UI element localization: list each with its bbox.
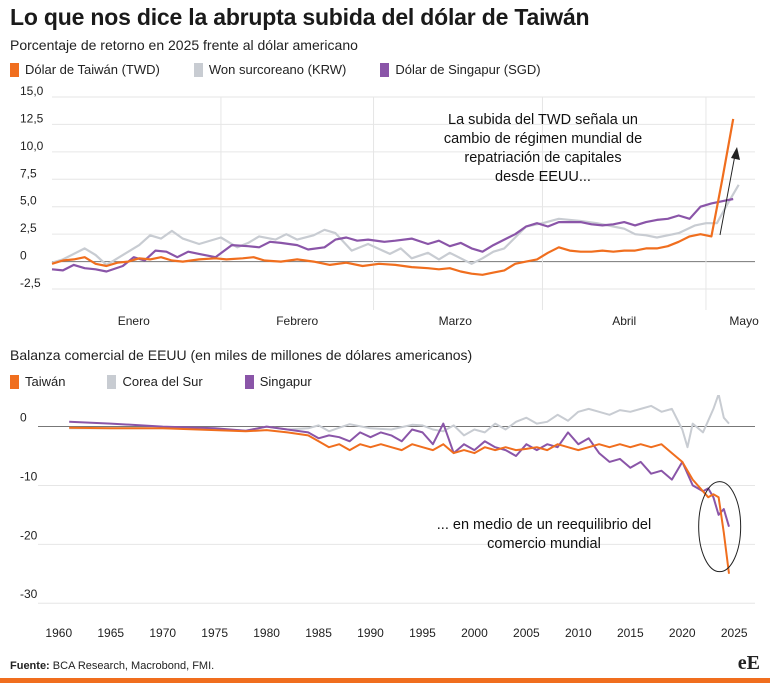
- x-tick-label: 1965: [97, 626, 124, 640]
- legend-label-krw: Won surcoreano (KRW): [208, 62, 347, 77]
- bottom-accent-bar: [0, 678, 770, 683]
- y-tick-label: 15,0: [20, 85, 44, 98]
- legend-label-korea: Corea del Sur: [122, 374, 203, 389]
- y-tick-label: 5,0: [20, 194, 37, 208]
- legend-label-sgd: Dólar de Singapur (SGD): [395, 62, 541, 77]
- legend-label-taiwan: Taiwán: [25, 374, 66, 389]
- annotation-text: repatriación de capitales: [464, 150, 621, 166]
- brand-logo: eE: [737, 652, 760, 674]
- highlight-ellipse: [698, 481, 742, 573]
- series-line-d-lar-de-taiw-n-twd-: [51, 118, 735, 276]
- legend-swatch-korea: [107, 374, 117, 389]
- annotation-text: ... en medio de un reequilibrio del: [437, 517, 651, 533]
- legend-swatch-krw: [193, 62, 203, 77]
- annotation-text: La subida del TWD señala un: [448, 112, 638, 128]
- annotation-text: desde EEUU...: [495, 169, 591, 185]
- legend-label-singapore: Singapur: [259, 374, 312, 389]
- legend-item-singapore: Singapur: [244, 374, 312, 389]
- x-tick-label: 1980: [253, 626, 280, 640]
- x-tick-label: Marzo: [439, 314, 473, 328]
- y-tick-label: 12,5: [20, 111, 44, 125]
- annotation-text: comercio mundial: [487, 536, 601, 552]
- x-tick-label: 1975: [201, 626, 228, 640]
- chart2-legend: Taiwán Corea del Sur Singapur: [10, 374, 346, 389]
- legend-swatch-twd: [10, 62, 19, 77]
- y-tick-label: -20: [20, 528, 38, 542]
- series-line-singapur: [69, 420, 730, 527]
- legend-item-krw: Won surcoreano (KRW): [193, 62, 347, 77]
- y-tick-label: 2,5: [20, 221, 37, 235]
- legend-swatch-taiwan: [10, 374, 19, 389]
- x-tick-label: Febrero: [276, 314, 318, 328]
- x-tick-label: 1970: [149, 626, 176, 640]
- legend-item-sgd: Dólar de Singapur (SGD): [380, 62, 541, 77]
- x-tick-label: 2015: [617, 626, 644, 640]
- x-tick-label: Abril: [612, 314, 636, 328]
- x-tick-label: 1960: [45, 626, 72, 640]
- legend-label-twd: Dólar de Taiwán (TWD): [25, 62, 160, 77]
- x-tick-label: 2010: [565, 626, 592, 640]
- page-title: Lo que nos dice la abrupta subida del dó…: [10, 4, 590, 30]
- legend-item-korea: Corea del Sur: [107, 374, 203, 389]
- source-label: Fuente:: [10, 660, 50, 672]
- chart2-subtitle: Balanza comercial de EEUU (en miles de m…: [10, 347, 473, 363]
- x-tick-label: 2025: [721, 626, 748, 640]
- legend-swatch-singapore: [244, 374, 254, 389]
- legend-item-taiwan: Taiwán: [10, 374, 65, 389]
- x-tick-label: Mayo: [729, 314, 759, 328]
- series-line-d-lar-de-singapur-sgd-: [51, 197, 734, 273]
- x-tick-label: 2020: [669, 626, 696, 640]
- y-tick-label: 0: [20, 249, 27, 263]
- returns-chart: 15,0 12,5 10,0 7,5 5,0 2,5 0 -2,5 Enero Febrero Ma…: [20, 85, 759, 328]
- trade-balance-chart: 0 -10 -20 -30 1960 1965 1970 1975 1980 1985 1990 19…: [20, 395, 755, 640]
- annotation-arrow-head: [731, 147, 740, 160]
- series-line-won-surcoreano-krw-: [51, 184, 740, 266]
- x-tick-label: 1985: [305, 626, 332, 640]
- chart1-subtitle: Porcentaje de retorno en 2025 frente al …: [10, 37, 358, 53]
- legend-item-twd: Dólar de Taiwán (TWD): [10, 62, 160, 77]
- source-text: BCA Research, Macrobond, FMI.: [49, 660, 215, 672]
- chart1-legend: Dólar de Taiwán (TWD) Won surcoreano (KR…: [10, 62, 575, 77]
- y-tick-label: -30: [20, 587, 38, 601]
- source-note: Fuente: BCA Research, Macrobond, FMI.: [10, 660, 214, 672]
- y-tick-label: 0: [20, 411, 27, 425]
- y-tick-label: -2,5: [20, 276, 41, 290]
- x-tick-label: 2000: [461, 626, 488, 640]
- series-line-taiw-n: [69, 426, 730, 574]
- x-tick-label: 2005: [513, 626, 540, 640]
- x-tick-label: 1995: [409, 626, 436, 640]
- y-tick-label: 7,5: [20, 166, 37, 180]
- annotation-text: cambio de régimen mundial de: [444, 131, 642, 147]
- y-tick-label: -10: [20, 469, 38, 483]
- x-tick-label: 1990: [357, 626, 384, 640]
- legend-swatch-sgd: [380, 62, 390, 77]
- x-tick-label: Enero: [118, 314, 150, 328]
- series-line-corea-del-sur: [69, 395, 730, 449]
- annotation-arrow-line: [719, 154, 736, 236]
- y-tick-label: 10,0: [20, 139, 44, 153]
